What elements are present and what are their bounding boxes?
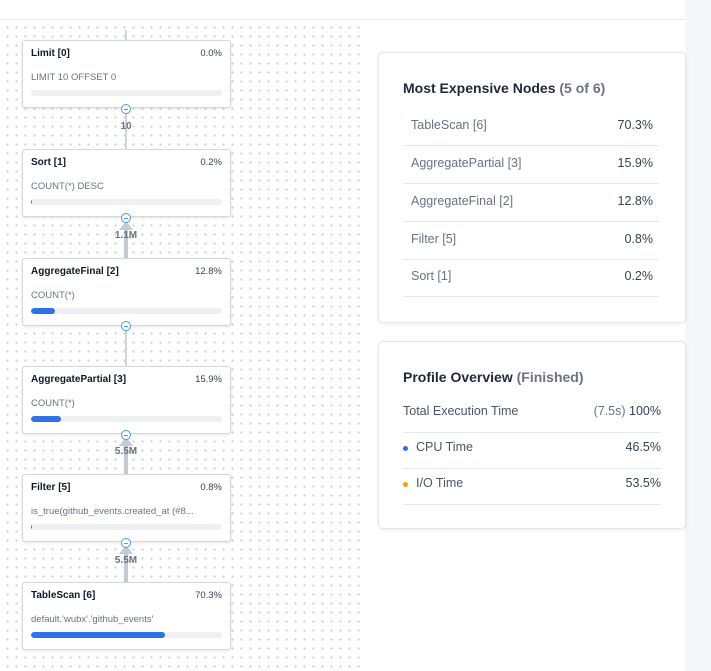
top-bar — [0, 0, 685, 20]
expensive-node-name: AggregateFinal [2] — [411, 194, 514, 208]
total-execution-time-label: Total Execution Time — [403, 404, 519, 418]
node-description: COUNT(*) — [31, 398, 75, 409]
node-cost-bar-fill — [31, 199, 32, 205]
edge-arrow-icon — [119, 545, 133, 554]
query-graph-canvas[interactable] — [0, 20, 360, 671]
node-cost-bar-fill — [31, 308, 56, 314]
cpu-time-pct: 46.5% — [625, 440, 661, 454]
plan-node-limit[interactable]: Limit [0] 0.0% LIMIT 10 OFFSET 0 — [22, 40, 231, 108]
io-time-pct: 53.5% — [625, 476, 661, 490]
profile-status: (Finished) — [516, 369, 584, 385]
plan-node-aggregate-final[interactable]: AggregateFinal [2] 12.8% COUNT(*) — [22, 258, 231, 326]
expensive-node-pct: 70.3% — [617, 118, 653, 132]
plan-node-aggregate-partial[interactable]: AggregatePartial [3] 15.9% COUNT(*) — [22, 366, 231, 434]
edge-line — [124, 441, 128, 474]
edge-line — [125, 30, 127, 40]
node-cost-bar — [31, 632, 222, 638]
expensive-node-pct: 0.8% — [624, 232, 654, 246]
collapse-handle-icon[interactable] — [121, 538, 131, 548]
total-time: (7.5s) — [593, 404, 626, 418]
card-title: Most Expensive Nodes (5 of 6) — [403, 80, 605, 96]
right-scroll-area — [685, 0, 711, 671]
expensive-node-pct: 12.8% — [617, 194, 653, 208]
edge-arrow-icon — [119, 221, 133, 230]
node-description: default.'wubx'.'github_events' — [31, 614, 154, 625]
node-description: is_true(github_events.created_at (#8... — [31, 506, 194, 517]
expensive-node-pct: 15.9% — [617, 156, 653, 170]
edge-line — [124, 549, 128, 582]
expensive-node-row[interactable]: Sort [1] 0.2% — [403, 259, 659, 297]
node-title: Filter [5] — [31, 482, 71, 493]
node-cost-bar — [31, 90, 222, 96]
card-title: Profile Overview (Finished) — [403, 369, 584, 385]
io-time-row: I/O Time 53.5% — [403, 468, 661, 505]
io-dot-icon — [403, 482, 408, 487]
cpu-time-label: CPU Time — [416, 440, 473, 454]
edge-label: 1.1M — [114, 230, 138, 241]
card-title-text: Most Expensive Nodes — [403, 80, 556, 96]
expensive-node-row[interactable]: Filter [5] 0.8% — [403, 222, 659, 260]
plan-node-filter[interactable]: Filter [5] 0.8% is_true(github_events.cr… — [22, 474, 231, 542]
node-cost-bar — [31, 416, 222, 422]
node-title: AggregatePartial [3] — [31, 374, 127, 385]
node-cost-bar — [31, 524, 222, 530]
expensive-node-name: Sort [1] — [411, 269, 452, 283]
edge-line — [124, 224, 128, 258]
io-time-label: I/O Time — [416, 476, 464, 490]
edge-arrow-icon — [119, 437, 133, 446]
node-description: LIMIT 10 OFFSET 0 — [31, 72, 117, 83]
node-title: Sort [1] — [31, 157, 66, 168]
plan-node-sort[interactable]: Sort [1] 0.2% COUNT(*) DESC — [22, 149, 231, 217]
node-percentage: 12.8% — [195, 266, 222, 277]
edge-label: 5.5M — [114, 446, 138, 457]
expensive-node-name: Filter [5] — [411, 232, 457, 246]
most-expensive-nodes-card: Most Expensive Nodes (5 of 6) TableScan … — [378, 52, 686, 323]
expensive-node-row[interactable]: AggregateFinal [2] 12.8% — [403, 184, 659, 222]
edge-line — [125, 325, 127, 366]
profile-overview-card: Profile Overview (Finished) Total Execut… — [378, 341, 686, 529]
node-percentage: 0.2% — [200, 157, 222, 168]
node-title: Limit [0] — [31, 48, 70, 59]
node-description: COUNT(*) DESC — [31, 181, 104, 192]
expensive-node-name: TableScan [6] — [411, 118, 487, 132]
edge-label: 5.5M — [114, 555, 138, 566]
edge-line — [125, 108, 127, 149]
edge-label: 10 — [120, 121, 132, 132]
card-title-count: (5 of 6) — [559, 80, 606, 96]
node-percentage: 15.9% — [195, 374, 222, 385]
cpu-time-row: CPU Time 46.5% — [403, 432, 661, 469]
total-pct: 100% — [629, 404, 661, 418]
expensive-node-row[interactable]: AggregatePartial [3] 15.9% — [403, 146, 659, 184]
collapse-handle-icon[interactable] — [121, 104, 131, 114]
plan-node-tablescan[interactable]: TableScan [6] 70.3% default.'wubx'.'gith… — [22, 582, 231, 650]
expensive-node-pct: 0.2% — [624, 269, 654, 283]
cpu-dot-icon — [403, 446, 408, 451]
node-cost-bar-fill — [31, 632, 166, 638]
node-cost-bar — [31, 308, 222, 314]
collapse-handle-icon[interactable] — [121, 321, 131, 331]
node-cost-bar-fill — [31, 416, 62, 422]
node-percentage: 0.8% — [200, 482, 222, 493]
node-description: COUNT(*) — [31, 290, 75, 301]
total-execution-time-value: (7.5s) 100% — [594, 404, 661, 418]
node-title: AggregateFinal [2] — [31, 266, 119, 277]
node-percentage: 70.3% — [195, 590, 222, 601]
node-title: TableScan [6] — [31, 590, 96, 601]
collapse-handle-icon[interactable] — [121, 213, 131, 223]
node-cost-bar — [31, 199, 222, 205]
node-percentage: 0.0% — [200, 48, 222, 59]
expensive-node-row[interactable]: TableScan [6] 70.3% — [403, 108, 659, 146]
card-title-text: Profile Overview — [403, 369, 513, 385]
expensive-node-name: AggregatePartial [3] — [411, 156, 522, 170]
node-cost-bar-fill — [31, 524, 32, 530]
total-execution-time-row: Total Execution Time (7.5s) 100% — [403, 396, 661, 433]
collapse-handle-icon[interactable] — [121, 430, 131, 440]
